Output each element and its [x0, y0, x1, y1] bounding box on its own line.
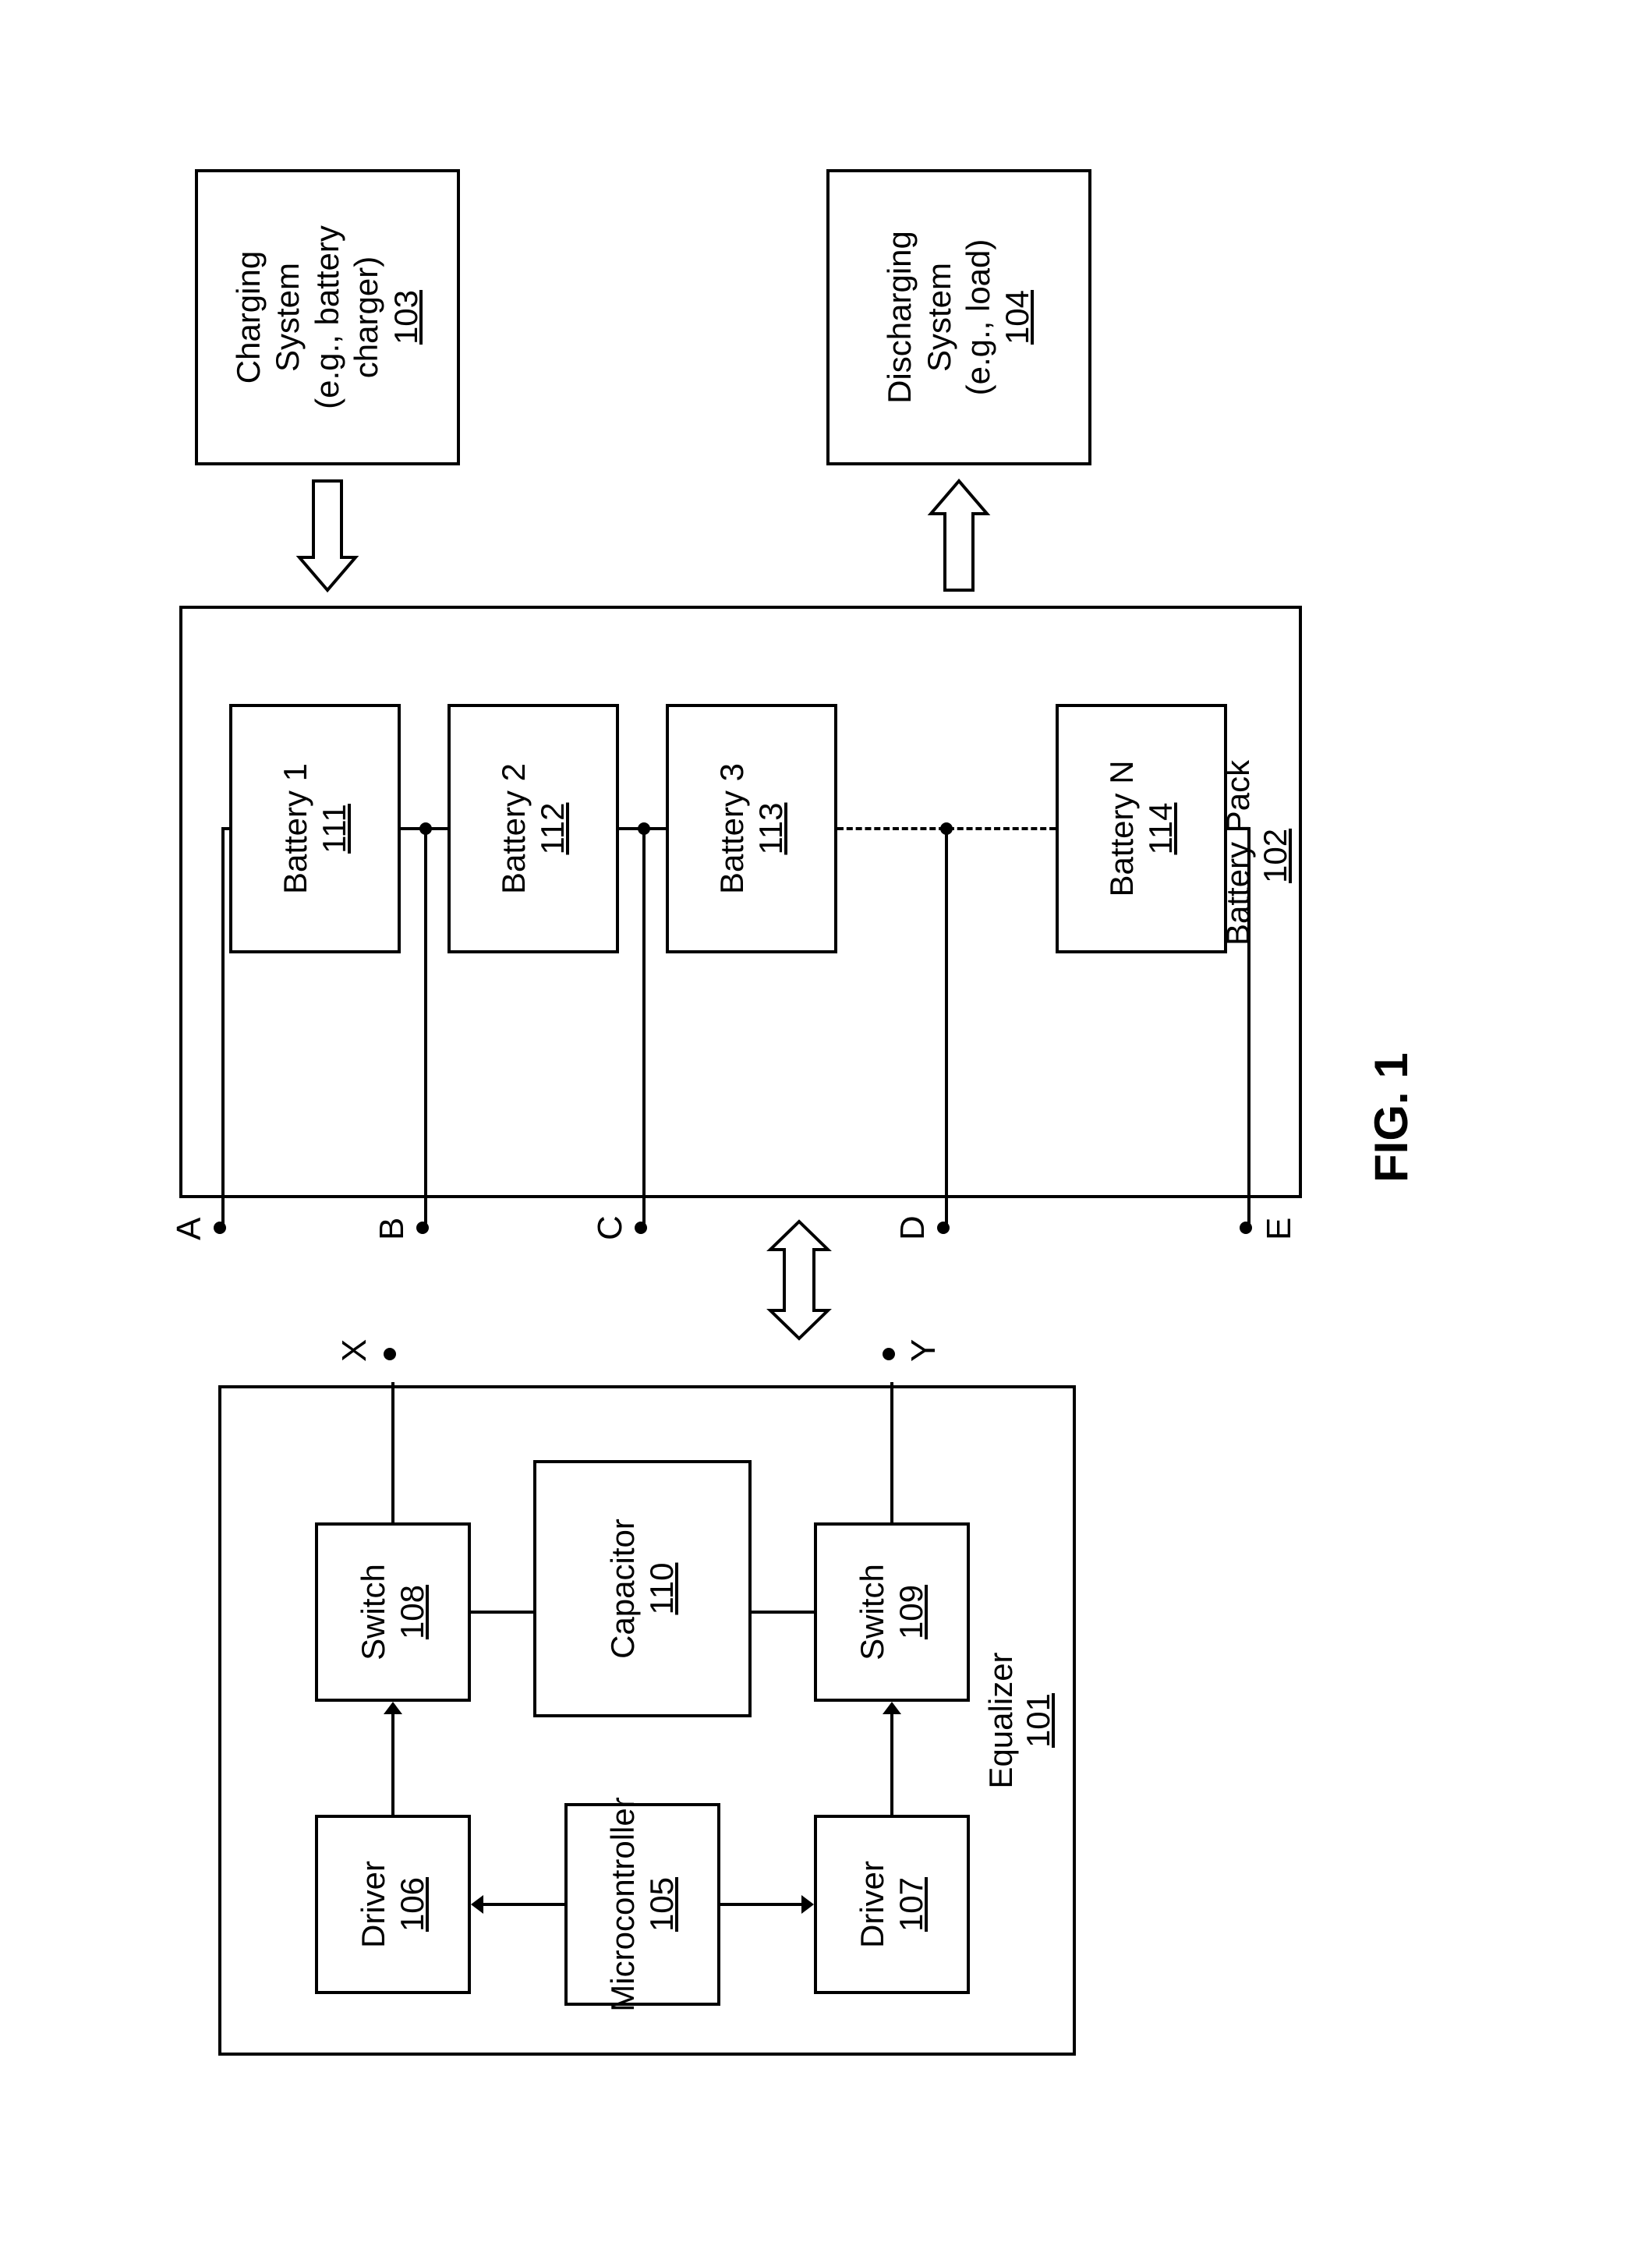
arrow-driver-to-switch-bottom [887, 1702, 903, 1815]
terminal-c-label: C [591, 1215, 630, 1240]
battery-n-block: Battery N 114 [1056, 704, 1227, 953]
driver-top-block: Driver 106 [315, 1815, 471, 1994]
battery-n-ref: 114 [1141, 803, 1180, 855]
wire-node-c [642, 829, 646, 1226]
arrow-pack-to-discharging [920, 481, 998, 590]
figure-label: FIG. 1 [1364, 1052, 1418, 1183]
wire-node-b [424, 829, 427, 1226]
equalizer-container: Microcontroller 105 Driver 106 Driver 10… [218, 1385, 1076, 2056]
driver-bottom-block: Driver 107 [814, 1815, 970, 1994]
wire-switch-top-to-x [391, 1382, 394, 1522]
terminal-x-label: X [335, 1339, 374, 1362]
battery-1-label: Battery 1 [275, 763, 314, 894]
arrow-driver-to-switch-top [388, 1702, 404, 1815]
wire-cap-to-switch-bottom [752, 1611, 814, 1614]
terminal-y-dot [883, 1348, 895, 1360]
switch-top-label: Switch [353, 1564, 392, 1660]
terminal-e-label: E [1260, 1218, 1299, 1240]
battery-n-label: Battery N [1102, 760, 1141, 896]
battery-2-ref: 112 [533, 803, 572, 855]
battery-pack-label-wrap: Battery Pack 102 [1219, 603, 1294, 946]
driver-bottom-label: Driver [852, 1861, 891, 1948]
equalizer-label-wrap: Equalizer 101 [982, 1388, 1057, 2053]
switch-top-block: Switch 108 [315, 1522, 471, 1702]
microcontroller-ref: 105 [642, 1877, 681, 1932]
battery-pack-container: Battery 1 111 Battery 2 112 Battery 3 11… [179, 606, 1302, 1198]
battery-2-label: Battery 2 [493, 763, 532, 894]
discharging-system-block: Discharging System (e.g., load) 104 [826, 169, 1091, 465]
terminal-e-dot [1240, 1222, 1252, 1234]
capacitor-block: Capacitor 110 [533, 1460, 752, 1717]
microcontroller-label: Microcontroller [603, 1797, 642, 2011]
charging-line1: Charging [229, 251, 268, 384]
wire-battn-bottom [1227, 827, 1250, 830]
driver-top-label: Driver [353, 1861, 392, 1948]
discharging-line3: (e.g., load) [959, 239, 998, 396]
wire-switch-bottom-to-y [890, 1382, 893, 1522]
terminal-a-dot [214, 1222, 226, 1234]
terminal-x-dot [384, 1348, 396, 1360]
battery-pack-ref: 102 [1257, 829, 1293, 883]
battery-1-block: Battery 1 111 [229, 704, 401, 953]
junction-b [419, 822, 432, 835]
terminal-b-label: B [373, 1218, 412, 1240]
bidir-arrow-equalizer-battery [756, 1222, 842, 1338]
arrow-charging-to-pack [288, 481, 366, 590]
equalizer-label: Equalizer [982, 1652, 1019, 1788]
capacitor-ref: 110 [642, 1563, 681, 1615]
driver-top-ref: 106 [393, 1877, 432, 1932]
discharging-ref: 104 [998, 290, 1037, 345]
arrow-mc-to-driver-bottom [720, 1892, 814, 1908]
charging-line2: System [268, 263, 307, 372]
switch-bottom-label: Switch [852, 1564, 891, 1660]
charging-system-block: Charging System (e.g., battery charger) … [195, 169, 460, 465]
charging-line4: charger) [347, 256, 386, 378]
equalizer-ref: 101 [1020, 1693, 1056, 1748]
switch-bottom-ref: 109 [892, 1585, 931, 1639]
wire-switch-top-to-cap [471, 1611, 533, 1614]
wire-node-e [1247, 829, 1250, 1226]
battery-2-block: Battery 2 112 [447, 704, 619, 953]
switch-top-ref: 108 [393, 1585, 432, 1639]
terminal-y-label: Y [904, 1339, 943, 1362]
battery-1-ref: 111 [315, 804, 354, 854]
charging-ref: 103 [386, 290, 425, 345]
terminal-c-dot [635, 1222, 647, 1234]
junction-c [638, 822, 650, 835]
wire-node-a [221, 829, 225, 1226]
microcontroller-block: Microcontroller 105 [564, 1803, 720, 2006]
terminal-b-dot [416, 1222, 429, 1234]
battery-3-ref: 113 [752, 803, 791, 855]
junction-d [940, 822, 953, 835]
capacitor-label: Capacitor [603, 1519, 642, 1659]
switch-bottom-block: Switch 109 [814, 1522, 970, 1702]
driver-bottom-ref: 107 [892, 1877, 931, 1932]
terminal-d-label: D [893, 1215, 932, 1240]
terminal-d-dot [937, 1222, 950, 1234]
battery-3-block: Battery 3 113 [666, 704, 837, 953]
wire-node-d [945, 829, 948, 1226]
terminal-a-label: A [170, 1218, 209, 1240]
discharging-line2: System [919, 263, 958, 372]
charging-line3: (e.g., battery [307, 225, 346, 409]
battery-3-label: Battery 3 [712, 763, 751, 894]
arrow-mc-to-driver-top [471, 1892, 564, 1908]
discharging-line1: Discharging [880, 231, 919, 404]
